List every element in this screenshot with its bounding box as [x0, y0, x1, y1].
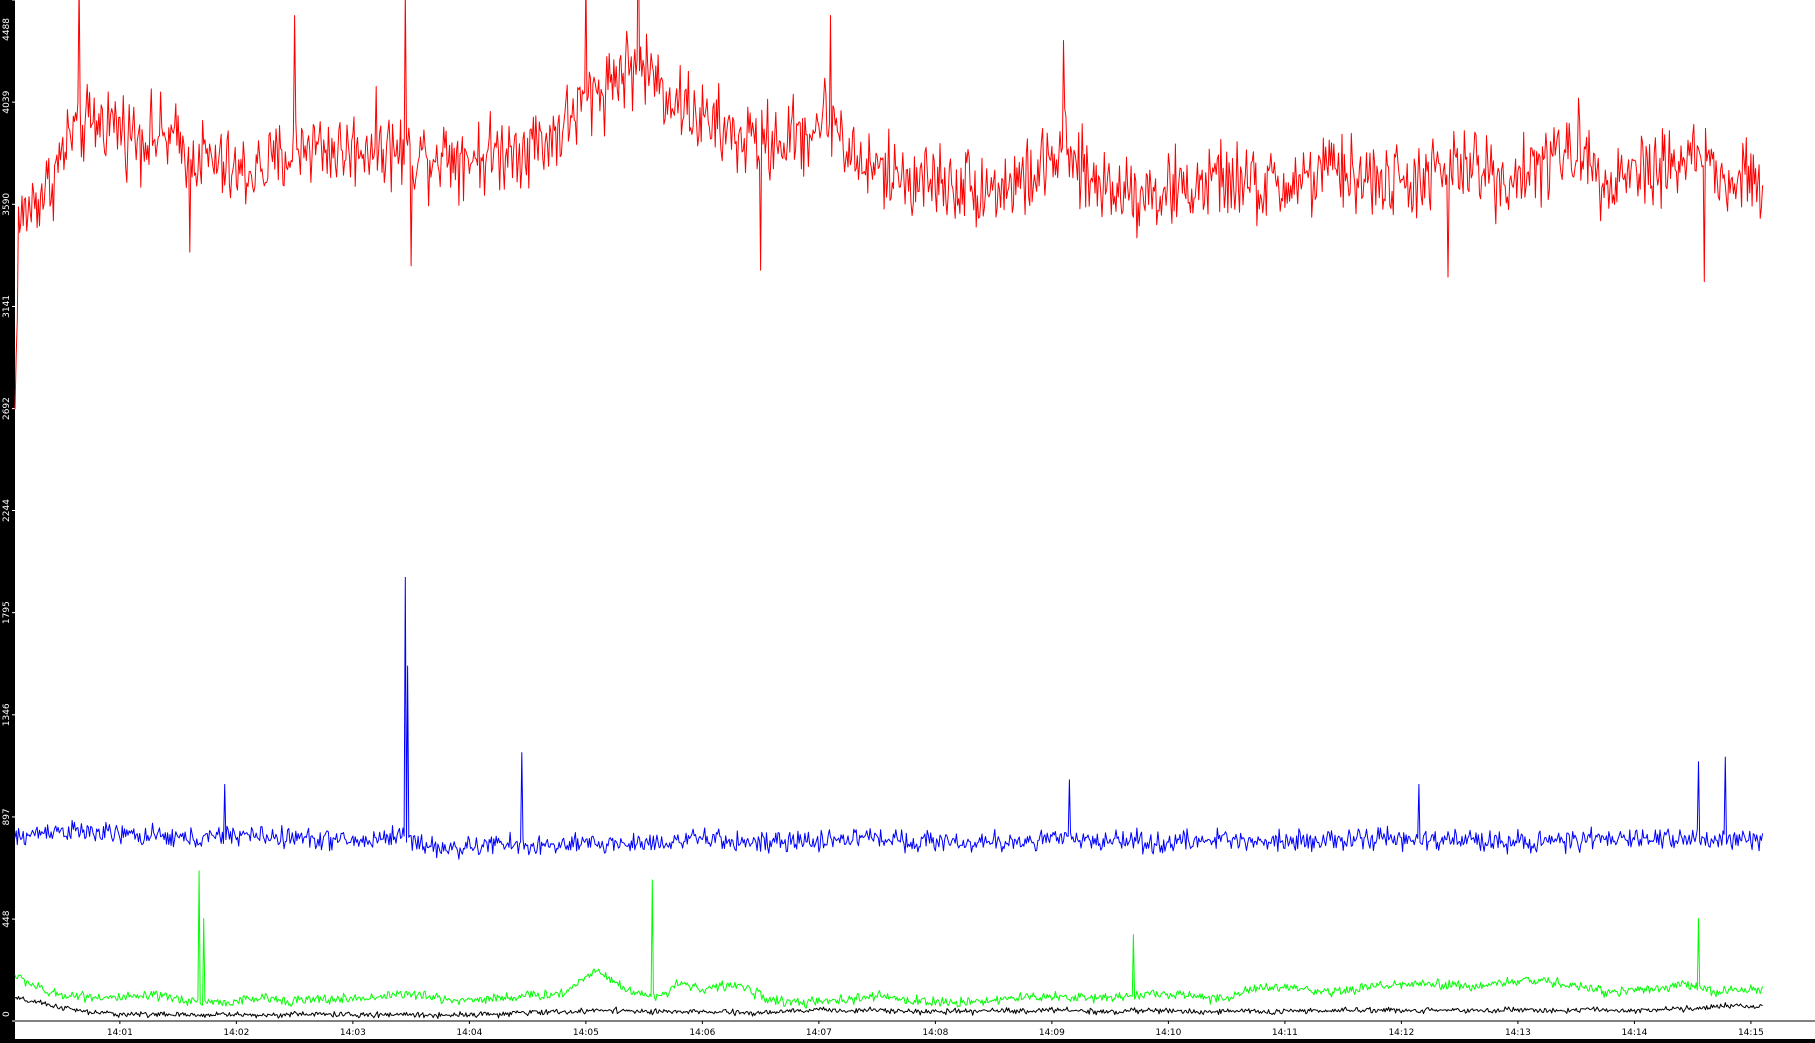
x-tick-label: 14:11	[1272, 1028, 1298, 1038]
series-layer	[14, 0, 1764, 1019]
x-tick-label: 14:02	[223, 1028, 249, 1038]
x-tick-label: 14:15	[1738, 1028, 1764, 1038]
x-tick-label: 14:09	[1039, 1028, 1065, 1038]
y-tick-label: 2692	[2, 397, 12, 420]
series-line-1	[14, 0, 1764, 410]
y-axis-band	[0, 0, 15, 1039]
y-axis: 0 448 897 1346 1795 2244 2692 3141 3590 4039 4488	[2, 0, 15, 1022]
y-tick-label: 448	[2, 910, 12, 927]
x-tick-label: 14:08	[922, 1028, 948, 1038]
x-axis-band	[15, 1021, 1815, 1039]
y-tick-label: 0	[2, 1011, 12, 1017]
x-tick-label: 14:01	[107, 1028, 133, 1038]
x-tick-label: 14:10	[1155, 1028, 1181, 1038]
series-line-4	[14, 996, 1763, 1019]
x-tick-label: 14:04	[456, 1028, 482, 1038]
y-tick-label: 2244	[2, 499, 12, 522]
x-tick-label: 14:05	[573, 1028, 599, 1038]
series-line-3	[14, 870, 1764, 1009]
y-tick-label: 3141	[2, 295, 12, 318]
x-tick-label: 14:12	[1388, 1028, 1414, 1038]
x-tick-label: 14:06	[689, 1028, 715, 1038]
x-tick-label: 14:07	[806, 1028, 832, 1038]
y-tick-label: 897	[2, 808, 12, 825]
y-tick-label: 3590	[2, 193, 12, 216]
x-tick-label: 14:03	[340, 1028, 366, 1038]
y-tick-label: 1795	[2, 601, 12, 624]
y-tick-label: 4039	[2, 90, 12, 113]
x-axis: 14:01 14:02 14:03 14:04 14:05 14:06 14:07 14:08…	[107, 1021, 1764, 1038]
series-line-2	[14, 576, 1764, 860]
x-tick-label: 14:13	[1505, 1028, 1531, 1038]
y-tick-label: 1346	[2, 703, 12, 726]
y-tick-label: 4488	[2, 18, 12, 41]
x-tick-label: 14:14	[1621, 1028, 1647, 1038]
